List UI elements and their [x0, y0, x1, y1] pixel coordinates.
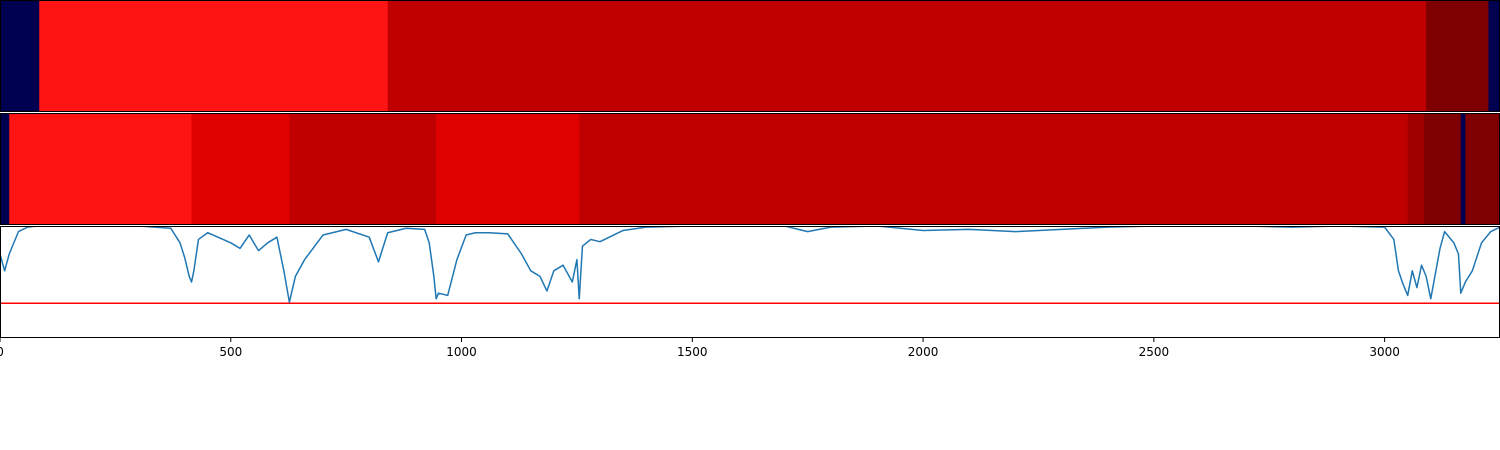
top-heatmap-panel [0, 0, 1500, 112]
x-tick-label: 1000 [446, 345, 477, 359]
heatmap-segment [436, 113, 580, 225]
x-tick-label: 3000 [1369, 345, 1400, 359]
heatmap-segment [1465, 113, 1500, 225]
heatmap-segment [1460, 113, 1466, 225]
heatmap-segment [387, 0, 1427, 112]
x-tick-label: 500 [219, 345, 242, 359]
heatmap-segment [0, 0, 40, 112]
heatmap-segment [1407, 113, 1425, 225]
heatmap-segment [0, 113, 10, 225]
panel-frame [0, 226, 1500, 338]
heatmap-segment [1423, 113, 1462, 225]
heatmap-segment [289, 113, 437, 225]
series-line [0, 226, 1500, 303]
x-axis: 0 500 1000 1500 2000 2500 3000 [0, 338, 1400, 359]
x-tick-label: 1500 [677, 345, 708, 359]
middle-heatmap-panel [0, 113, 1500, 225]
x-tick-label: 0 [0, 345, 4, 359]
heatmap-segment [1488, 0, 1500, 112]
line-plot-panel [0, 226, 1500, 338]
heatmap-segment [579, 113, 1409, 225]
heatmap-segment [9, 113, 193, 225]
x-tick-label: 2500 [1139, 345, 1170, 359]
heatmap-segment [39, 0, 389, 112]
x-tick-label: 2000 [908, 345, 939, 359]
heatmap-segment [191, 113, 290, 225]
heatmap-segment [1426, 0, 1489, 112]
